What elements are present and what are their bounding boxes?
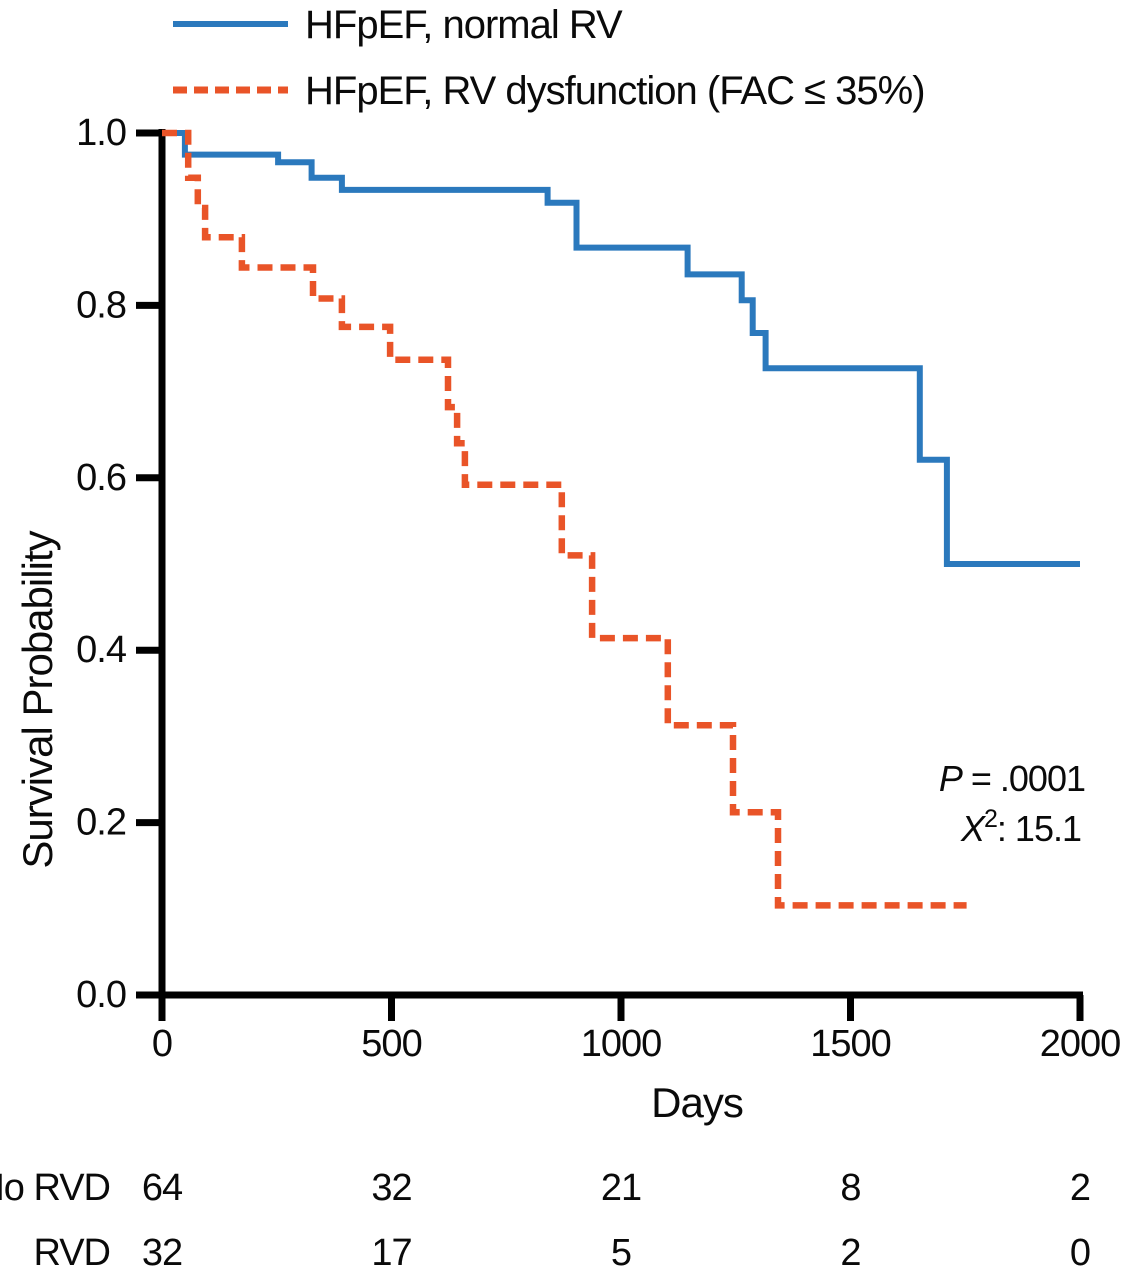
y-axis-title: Survival Probability [14, 530, 61, 868]
x-axis: 0 500 1000 1500 2000 Days [152, 991, 1121, 1126]
risk-count: 8 [840, 1167, 860, 1209]
curves [162, 129, 1080, 909]
y-axis: 1.0 0.8 0.6 0.4 0.2 0.0 Survival Probability [14, 112, 166, 1016]
risk-count: 0 [1070, 1232, 1090, 1274]
risk-count: 2 [840, 1232, 860, 1274]
y-tick-label: 1.0 [76, 112, 126, 154]
legend: HFpEF, normal RV HFpEF, RV dysfunction (… [173, 3, 926, 113]
y-tick-label: 0.4 [76, 629, 127, 671]
curve-normal-rv [162, 130, 1080, 567]
legend-label-rv-dysfunction: HFpEF, RV dysfunction (FAC ≤ 35%) [305, 69, 925, 113]
stats-annotation: P = .0001 X2: 15.1 [939, 758, 1086, 849]
risk-table: No RVD RVD 64 32 21 8 2 32 17 5 2 0 [0, 1167, 1091, 1274]
x-tick-label: 500 [361, 1023, 421, 1065]
x-tick-label: 2000 [1040, 1023, 1121, 1065]
risk-count: 32 [371, 1167, 411, 1209]
x-tick-label: 1500 [810, 1023, 891, 1065]
x-tick-label: 1000 [581, 1023, 662, 1065]
risk-count: 64 [142, 1167, 183, 1209]
legend-label-normal-rv: HFpEF, normal RV [305, 3, 623, 47]
chi-square-text: X2: 15.1 [960, 805, 1081, 849]
y-axis-ticks: 1.0 0.8 0.6 0.4 0.2 0.0 [76, 112, 162, 1016]
risk-row-label-no-rvd: No RVD [0, 1167, 110, 1209]
risk-count: 17 [371, 1232, 411, 1274]
x-axis-title: Days [651, 1079, 743, 1126]
y-tick-label: 0.2 [76, 802, 126, 844]
y-tick-label: 0.0 [76, 974, 126, 1016]
risk-count: 21 [601, 1167, 641, 1209]
p-value-text: P = .0001 [939, 758, 1085, 799]
risk-count: 32 [142, 1232, 182, 1274]
risk-count: 5 [611, 1232, 631, 1274]
x-axis-ticks: 0 500 1000 1500 2000 [152, 995, 1121, 1065]
x-tick-label: 0 [152, 1023, 172, 1065]
risk-count: 2 [1070, 1167, 1090, 1209]
y-tick-label: 0.8 [76, 284, 126, 326]
risk-row-label-rvd: RVD [33, 1232, 110, 1274]
y-tick-label: 0.6 [76, 457, 126, 499]
risk-counts: 64 32 21 8 2 32 17 5 2 0 [142, 1167, 1091, 1274]
curve-rv-dysfunction [162, 129, 967, 909]
